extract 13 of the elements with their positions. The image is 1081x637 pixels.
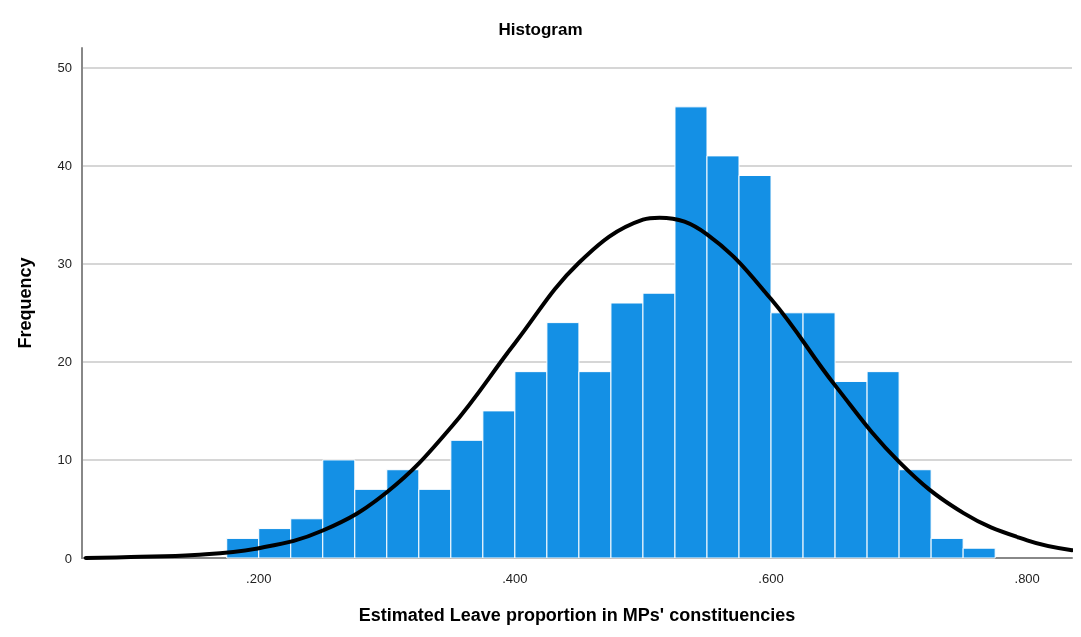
x-axis-title: Estimated Leave proportion in MPs' constituencies [358,605,796,625]
y-tick-label: 20 [57,354,72,370]
y-tick-label: 10 [57,452,72,468]
x-tick-label: .200 [246,571,272,586]
y-tick-label: 0 [64,550,72,566]
x-tick-label: .600 [758,571,784,586]
y-tick-label: 30 [57,256,72,272]
chart-title: Histogram [498,20,583,39]
y-axis-title: Frequency [15,257,35,349]
y-tick-label: 40 [57,158,72,174]
x-tick-label: .800 [1014,571,1040,586]
y-tick-label: 50 [57,60,72,76]
x-tick-label: .400 [502,571,528,586]
